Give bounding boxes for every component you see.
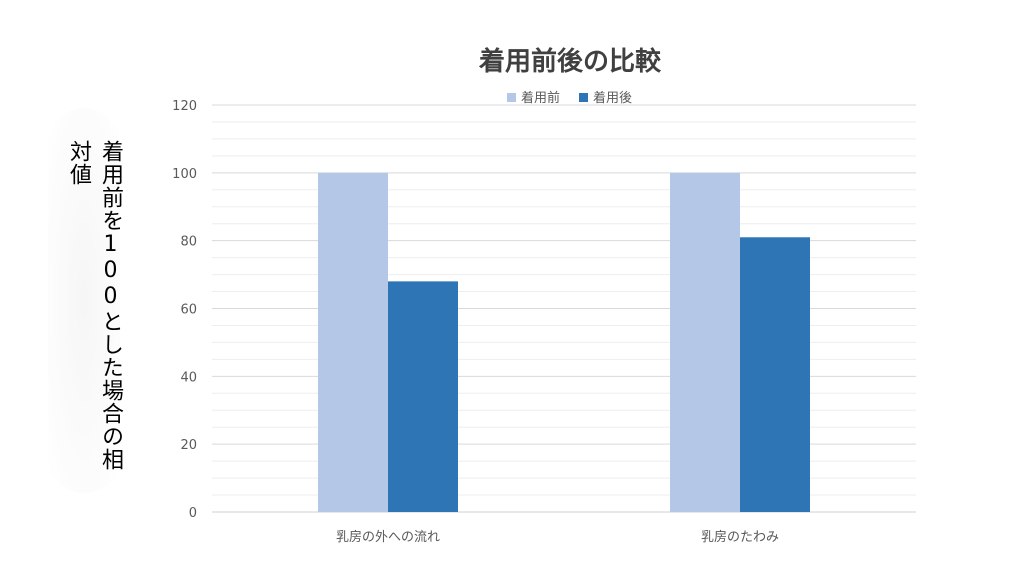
bar-before-2 [670, 172, 740, 513]
y-axis-label: 着用前を100とした場合の相対値 [66, 140, 123, 471]
y-tick-label: 40 [180, 370, 197, 385]
x-tick-label: 乳房のたわみ [701, 529, 779, 545]
legend-entry-1: 着用前 [521, 90, 560, 106]
chart-title: 着用前後の比較 [478, 46, 662, 77]
bar-after-1 [388, 281, 458, 512]
y-tick-label: 120 [172, 99, 197, 114]
y-tick-label: 100 [172, 167, 197, 182]
y-tick-label: 60 [180, 303, 197, 318]
y-axis-label-background [48, 108, 120, 493]
y-tick-label: 20 [180, 438, 197, 453]
y-tick-label: 80 [180, 235, 197, 250]
legend-swatch-1 [507, 93, 516, 102]
x-tick-label: 乳房の外への流れ [336, 529, 440, 545]
legend-swatch-2 [579, 93, 588, 102]
bar-after-2 [740, 237, 810, 512]
bar-before-1 [318, 172, 388, 513]
legend-entry-2: 着用後 [593, 90, 632, 106]
y-tick-label: 0 [189, 506, 197, 521]
